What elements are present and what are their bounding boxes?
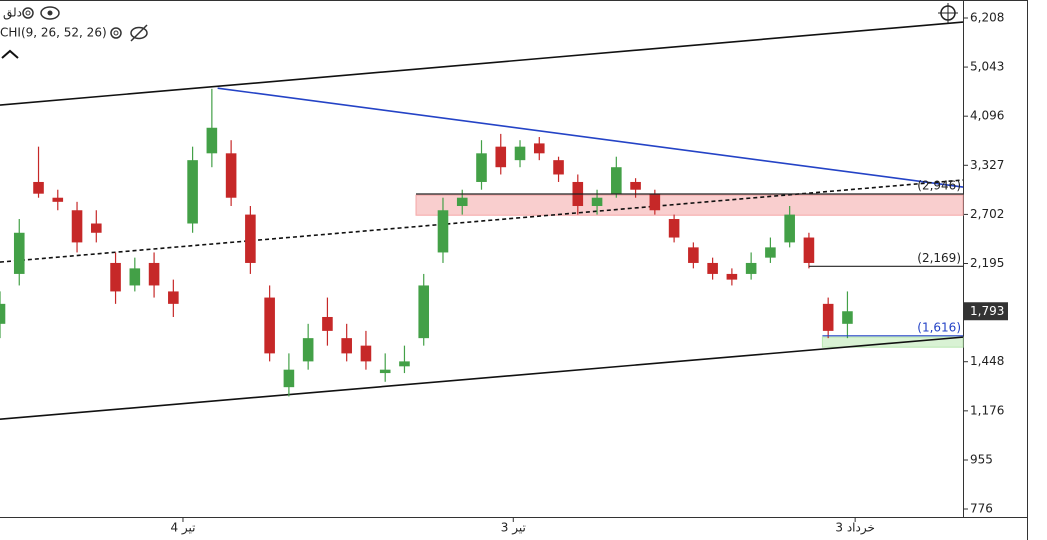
zone [821, 336, 964, 348]
candle-body [726, 273, 738, 280]
candle-body [33, 181, 44, 194]
y-tick-label: 1,176 [970, 403, 1004, 417]
x-tick-label: 3 تیر [501, 521, 526, 536]
candle-body [399, 361, 410, 367]
last-price-label: 1,793 [970, 304, 1004, 318]
candle-body [611, 167, 622, 194]
y-tick-label: 776 [970, 502, 993, 516]
zone [415, 194, 964, 216]
candle-body [437, 210, 449, 253]
last-price-box [964, 302, 1008, 321]
candle-body [822, 303, 834, 331]
y-tick-label: 6,208 [970, 11, 1004, 25]
level-label: (1,616) [917, 320, 961, 334]
candle-body [187, 160, 198, 224]
candle-body [765, 247, 776, 258]
candle-body [52, 197, 64, 202]
y-tick-label: 1,448 [970, 354, 1004, 368]
candle-body [341, 338, 352, 354]
collapse-icon[interactable] [1, 49, 19, 59]
candle-body [495, 146, 507, 168]
candle-body [264, 297, 275, 354]
x-tick-label: 4 تیر [170, 521, 195, 536]
candle-body [148, 262, 160, 286]
candle-body [784, 214, 795, 243]
level-label: (2,169) [917, 251, 961, 265]
candle-body [322, 316, 333, 331]
visibility-icon[interactable] [40, 6, 60, 20]
candle-body [688, 247, 699, 263]
level-label: (2,946) [917, 179, 961, 193]
candle-body [418, 285, 430, 339]
trend-line [0, 336, 964, 421]
candle-body [456, 197, 468, 207]
x-tick-label: 3 خرداد [835, 521, 875, 536]
symbol-title: دلق [3, 6, 22, 21]
candle-body [842, 311, 853, 324]
trend-line [217, 87, 964, 188]
candle-body [668, 219, 680, 238]
candle-body [225, 153, 237, 198]
y-tick-label: 2,195 [970, 256, 1004, 270]
candle-body [630, 181, 641, 190]
trend-line [0, 21, 964, 106]
settings-icon[interactable] [22, 7, 34, 19]
candle-body [13, 232, 25, 274]
y-tick-label: 3,327 [970, 158, 1004, 172]
candle-body [0, 303, 6, 324]
candle-body [553, 160, 564, 175]
candle-body [745, 262, 757, 274]
y-tick-label: 4,096 [970, 109, 1004, 123]
crosshair-icon[interactable] [938, 3, 958, 23]
candle-body [360, 345, 372, 362]
y-tick-label: 5,043 [970, 60, 1004, 74]
candle-body [283, 369, 295, 388]
y-tick-label: 2,702 [970, 207, 1004, 221]
candle-body [168, 291, 179, 304]
y-tick-label: 955 [970, 452, 993, 466]
indicator-hidden-icon[interactable] [130, 24, 148, 42]
candle-body [514, 146, 526, 161]
indicator-settings-icon[interactable] [110, 27, 122, 39]
candle-body [206, 127, 218, 154]
candle-body [476, 153, 487, 182]
candle-body [110, 262, 121, 292]
candle-body [707, 262, 718, 274]
candle-body [803, 237, 815, 263]
candle-body [129, 268, 141, 286]
candle-body [649, 193, 661, 211]
candle-body [71, 210, 83, 243]
candle-body [533, 143, 545, 154]
indicator-label: CHI(9, 26, 52, 26) [0, 26, 107, 40]
candle-body [91, 223, 102, 233]
candle-body [245, 214, 256, 263]
candle-body [302, 338, 314, 362]
candle-body [591, 197, 603, 207]
candle-body [379, 369, 391, 374]
